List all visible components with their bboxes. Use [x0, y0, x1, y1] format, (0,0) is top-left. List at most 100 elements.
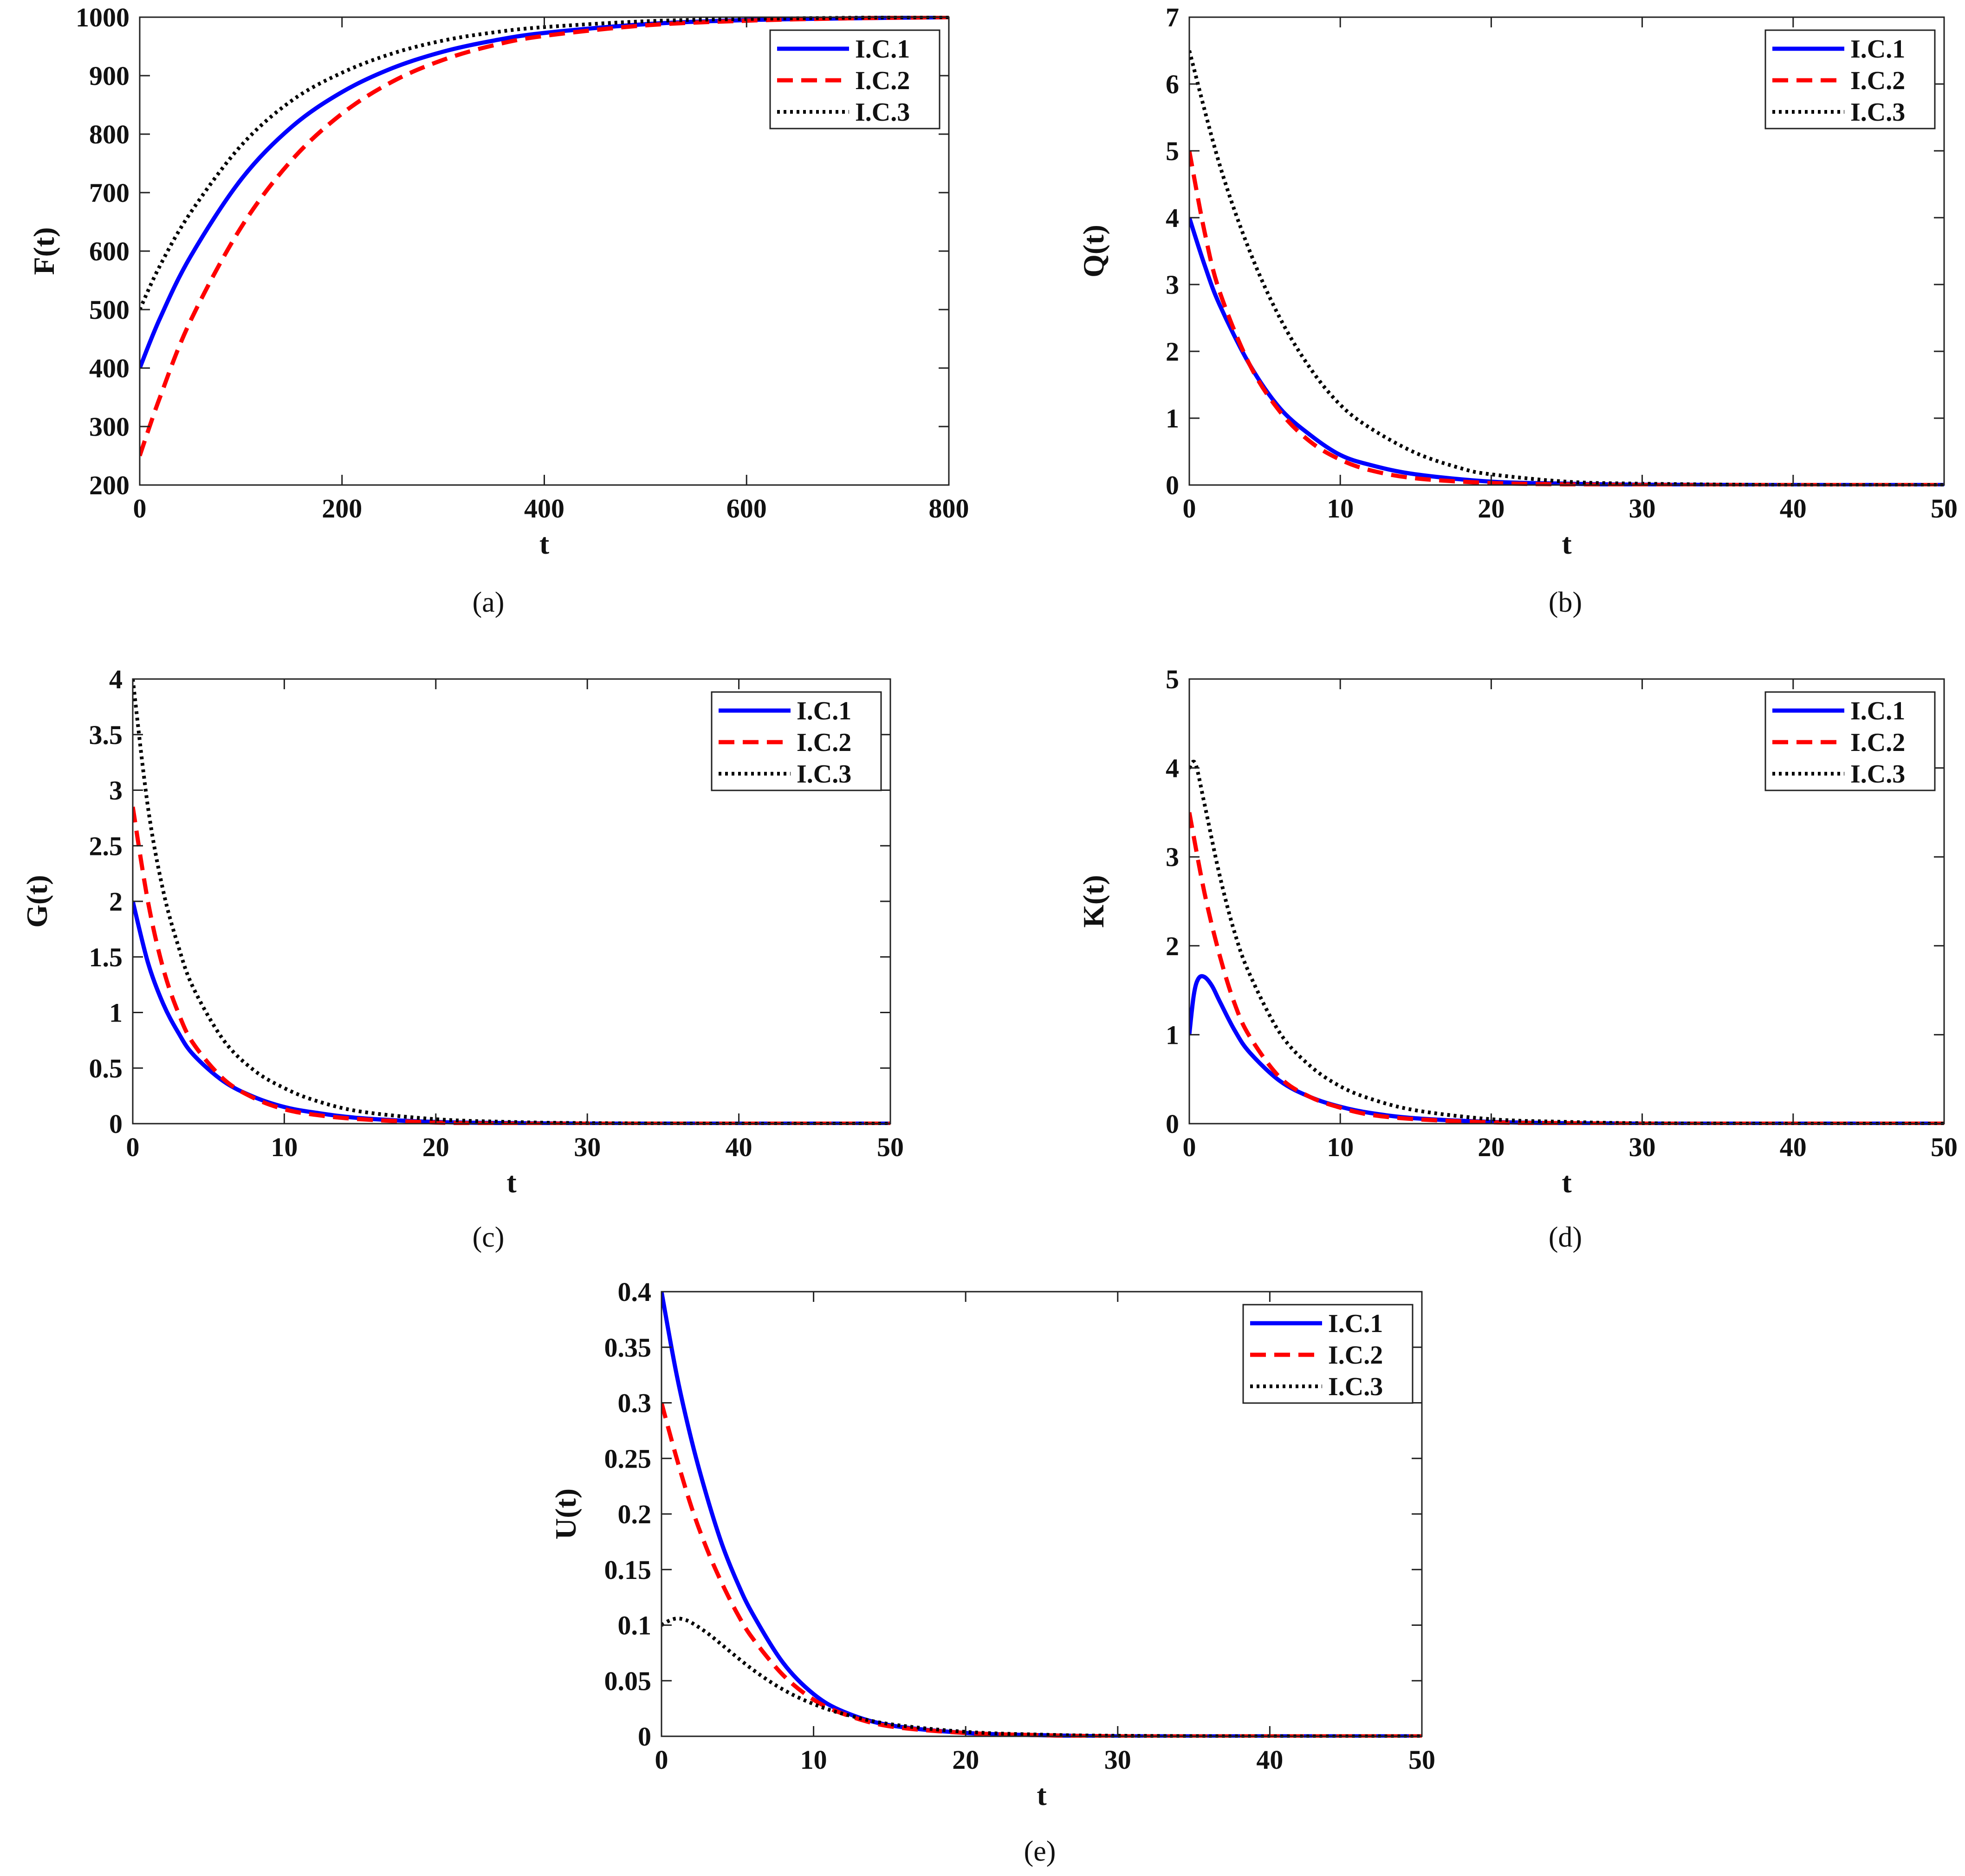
- y-tick-label: 2.5: [89, 831, 123, 861]
- x-tick-label: 0: [133, 493, 147, 524]
- y-tick-label: 0.1: [618, 1611, 652, 1641]
- y-tick-label: 1: [1166, 1020, 1179, 1050]
- legend-label: I.C.2: [1850, 66, 1905, 95]
- y-axis-label: G(t): [20, 875, 53, 928]
- y-tick-label: 600: [89, 236, 130, 266]
- x-tick-label: 50: [1931, 493, 1958, 524]
- y-axis-label: Q(t): [1077, 225, 1110, 278]
- legend-label: I.C.3: [1328, 1372, 1383, 1401]
- y-tick-label: 500: [89, 295, 130, 325]
- series-line-ic1: [1189, 974, 1944, 1125]
- y-tick-label: 800: [89, 119, 130, 149]
- x-tick-label: 30: [1629, 1132, 1656, 1162]
- legend-box: [1242, 1304, 1414, 1404]
- series-line-ic2: [1189, 150, 1944, 486]
- y-tick-label: 2: [1166, 336, 1179, 367]
- y-tick-label: 5: [1166, 136, 1179, 166]
- plot-frame: [1188, 678, 1945, 1125]
- x-tick-label: 20: [1478, 493, 1505, 524]
- y-tick-label: 0.15: [604, 1555, 652, 1585]
- y-tick-label: 0: [638, 1721, 651, 1752]
- legend: I.C.1I.C.2 I.C.3: [1764, 29, 1936, 129]
- legend-label: I.C.3: [1850, 760, 1905, 789]
- legend-label: I.C.1: [855, 35, 910, 64]
- y-tick-label: 3: [109, 776, 123, 806]
- x-tick-label: 0: [1183, 1132, 1196, 1162]
- x-tick-label: 30: [1629, 493, 1656, 524]
- x-tick-label: 20: [422, 1132, 449, 1162]
- legend-label: I.C.3: [1850, 98, 1905, 127]
- y-tick-label: 7: [1166, 2, 1179, 32]
- y-tick-label: 400: [89, 353, 130, 383]
- y-tick-label: 700: [89, 178, 130, 208]
- x-tick-label: 10: [271, 1132, 298, 1162]
- y-tick-label: 0.35: [604, 1333, 652, 1363]
- legend-label: I.C.1: [1850, 697, 1905, 725]
- x-tick-label: 10: [1327, 493, 1354, 524]
- legend: I.C.1I.C.2I.C.3: [1764, 691, 1936, 791]
- x-tick-label: 0: [126, 1132, 140, 1162]
- y-tick-label: 0.3: [618, 1388, 652, 1418]
- panel-caption: (d): [1549, 1222, 1582, 1253]
- x-tick-label: 400: [524, 493, 564, 524]
- y-tick-label: 0: [1166, 1109, 1179, 1139]
- x-tick-label: 0: [655, 1745, 668, 1775]
- y-axis-label: U(t): [549, 1488, 582, 1540]
- panel-caption: (b): [1549, 587, 1582, 618]
- y-tick-label: 4: [1166, 203, 1179, 233]
- y-axis-label: K(t): [1077, 875, 1110, 928]
- y-tick-label: 3: [1166, 270, 1179, 300]
- y-tick-label: 1: [1166, 403, 1179, 433]
- series-line-ic2: [133, 806, 890, 1125]
- x-axis-label: t: [1037, 1779, 1047, 1811]
- series-line-ic1: [133, 900, 890, 1125]
- legend-label: I.C.1: [797, 697, 851, 725]
- series-line-ic1: [1189, 217, 1944, 486]
- y-tick-label: 0.2: [618, 1499, 652, 1529]
- y-tick-label: 0.05: [604, 1666, 652, 1696]
- plot-frame: [1188, 16, 1945, 486]
- y-tick-label: 5: [1166, 664, 1179, 694]
- y-axis-label: F(t): [27, 227, 60, 275]
- y-tick-label: 4: [1166, 753, 1179, 783]
- x-tick-label: 50: [877, 1132, 904, 1162]
- y-tick-label: 1: [109, 998, 123, 1028]
- legend-label: I.C.1: [1328, 1309, 1383, 1338]
- legend: I.C.1I.C.2I.C.3: [1242, 1304, 1414, 1404]
- y-tick-label: 200: [89, 470, 130, 500]
- y-tick-label: 0: [109, 1109, 123, 1139]
- legend-label: I.C.1: [1850, 35, 1905, 64]
- x-tick-label: 10: [1327, 1132, 1354, 1162]
- x-tick-label: 800: [929, 493, 969, 524]
- y-tick-label: 2: [1166, 931, 1179, 961]
- x-tick-label: 20: [952, 1745, 979, 1775]
- legend: I.C.1I.C.2I.C.3: [769, 29, 940, 129]
- x-tick-label: 10: [800, 1745, 827, 1775]
- y-tick-label: 1.5: [89, 942, 123, 972]
- chart-panel-1: 0 200 400 600 800200300400500600700800900100…: [27, 2, 969, 618]
- panel-caption: (c): [473, 1222, 505, 1253]
- y-tick-label: 900: [89, 61, 130, 91]
- x-tick-label: 600: [726, 493, 767, 524]
- y-tick-label: 300: [89, 412, 130, 442]
- y-tick-label: 3.5: [89, 720, 123, 750]
- chart-panel-4: 0 10 20 30 40 50 0 1 2 3 4 5 t K(t) I.C.1 I.C.2 I.C.3 (d): [1077, 664, 1958, 1253]
- series-group: [1189, 759, 1944, 1125]
- x-axis-label: t: [539, 527, 550, 560]
- x-tick-label: 40: [1780, 1132, 1807, 1162]
- x-tick-label: 40: [726, 1132, 752, 1162]
- y-tick-label: 3: [1166, 842, 1179, 872]
- y-tick-label: 0.4: [618, 1277, 652, 1307]
- series-line-ic3: [1189, 759, 1944, 1125]
- x-axis-label: t: [506, 1166, 517, 1199]
- x-tick-label: 40: [1780, 493, 1807, 524]
- legend-label: I.C.3: [797, 760, 851, 789]
- x-tick-label: 0: [1183, 493, 1196, 524]
- series-line-ic2: [661, 1402, 1422, 1738]
- legend-label: I.C.2: [797, 728, 851, 757]
- y-tick-label: 4: [109, 664, 123, 694]
- legend: I.C.1 I.C.2 I.C.3: [711, 691, 882, 791]
- x-tick-label: 50: [1408, 1745, 1435, 1775]
- panel-caption: (e): [1024, 1836, 1056, 1867]
